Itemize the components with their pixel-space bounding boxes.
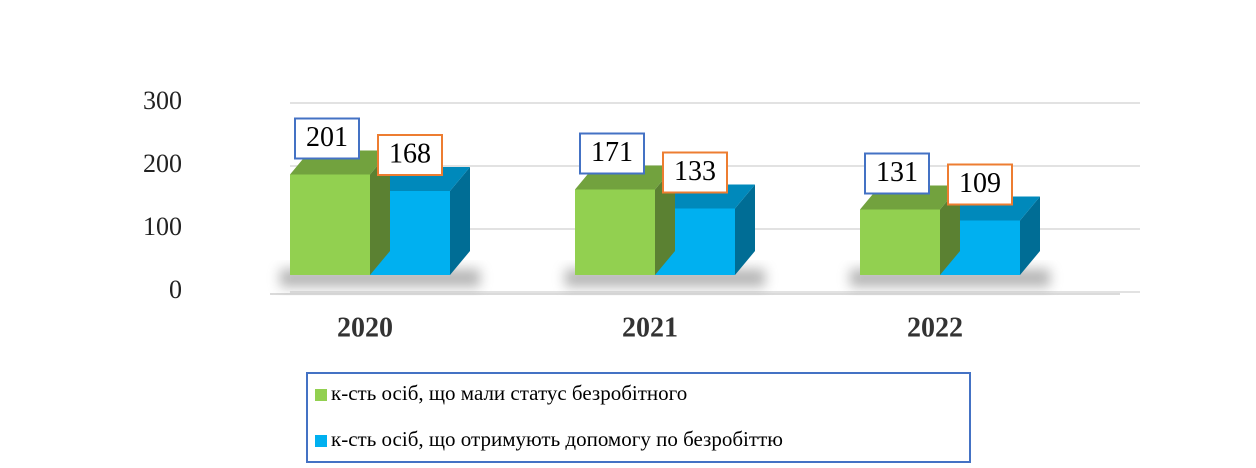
value-label: 133: [674, 156, 716, 187]
y-tick-label: 100: [143, 212, 182, 241]
value-label-box: [947, 163, 1013, 206]
value-label-box: [662, 151, 728, 194]
value-label-box: [377, 134, 443, 176]
legend-label: к-сть осіб, що мали статус безробітного: [331, 381, 687, 405]
legend-box: [306, 372, 971, 463]
bar: [290, 150, 390, 275]
bar-side: [370, 150, 390, 275]
bar-side: [1020, 196, 1040, 275]
y-tick-label: 300: [143, 86, 182, 115]
value-label-box: [579, 132, 645, 175]
value-label: 109: [959, 168, 1001, 199]
value-label-box: [294, 117, 360, 160]
x-tick-label: 2021: [622, 312, 678, 343]
bar: [575, 165, 675, 275]
value-label: 131: [876, 157, 918, 188]
y-tick-label: 200: [143, 149, 182, 178]
y-tick-label: 0: [169, 275, 182, 304]
legend-swatch: [315, 389, 327, 401]
value-label: 171: [591, 137, 633, 168]
bar-side: [735, 184, 755, 275]
bar-front: [860, 209, 940, 275]
legend-label: к-сть осіб, що отримують допомогу по без…: [331, 427, 783, 451]
x-tick-label: 2022: [907, 312, 963, 343]
bar: [860, 185, 960, 275]
value-label: 201: [306, 122, 348, 153]
bar-front: [575, 189, 655, 275]
value-label-box: [864, 152, 930, 195]
bar-front: [290, 174, 370, 275]
value-label: 168: [389, 138, 431, 169]
bar-side: [450, 167, 470, 275]
x-tick-label: 2020: [337, 312, 393, 343]
legend-swatch: [315, 435, 327, 447]
bar-side: [940, 185, 960, 275]
